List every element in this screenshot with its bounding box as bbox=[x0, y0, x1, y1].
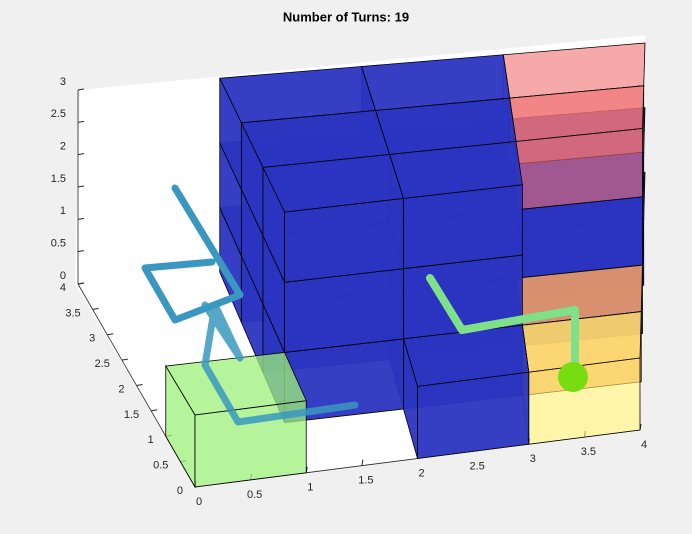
x-tick-label: 0 bbox=[196, 496, 202, 508]
z-tick-label: 2 bbox=[60, 141, 66, 153]
z-tick-label: 3 bbox=[60, 76, 66, 88]
cube-front bbox=[417, 371, 530, 459]
y-tick-label: 1 bbox=[148, 434, 154, 446]
path-green bbox=[426, 274, 579, 382]
z-tick bbox=[77, 120, 85, 123]
x-tick-label: 0.5 bbox=[247, 489, 262, 501]
y-tick bbox=[92, 307, 99, 310]
y-tick-label: 4 bbox=[60, 282, 66, 294]
y-tick bbox=[151, 409, 158, 412]
z-tick-label: 0 bbox=[60, 270, 66, 282]
cube-front bbox=[403, 184, 523, 270]
z-tick bbox=[77, 217, 85, 220]
paths bbox=[141, 184, 588, 426]
z-tick bbox=[77, 282, 85, 285]
x-tick-label: 2 bbox=[418, 467, 424, 479]
path-cyan-lower bbox=[201, 301, 359, 426]
x-tick-label: 1 bbox=[307, 482, 313, 494]
path-cyan bbox=[141, 184, 244, 324]
cube-front bbox=[515, 128, 643, 211]
y-tick-label: 1.5 bbox=[124, 409, 139, 421]
z-tick bbox=[77, 185, 85, 188]
y-tick-label: 0.5 bbox=[153, 460, 168, 472]
x-tick-label: 4 bbox=[641, 439, 647, 451]
cube-front bbox=[194, 400, 307, 488]
y-tick bbox=[107, 333, 114, 336]
y-tick-label: 2.5 bbox=[95, 358, 110, 370]
x-tick-label: 3 bbox=[530, 453, 536, 465]
x-tick bbox=[361, 459, 364, 466]
z-tick bbox=[77, 250, 85, 253]
cube-front bbox=[515, 196, 643, 279]
x-tick-label: 1.5 bbox=[358, 475, 373, 487]
x-tick-label: 2.5 bbox=[469, 460, 484, 472]
cube-front bbox=[284, 268, 404, 353]
z-tick-label: 1 bbox=[60, 205, 66, 217]
y-tick-label: 3 bbox=[89, 333, 95, 345]
chart-title: Number of Turns: 19 bbox=[283, 9, 409, 24]
goal-marker bbox=[558, 362, 588, 392]
y-tick bbox=[136, 384, 143, 386]
z-tick-label: 1.5 bbox=[51, 173, 66, 185]
x-tick-label: 3.5 bbox=[581, 446, 596, 458]
z-tick-label: 2.5 bbox=[51, 108, 66, 120]
z-tick bbox=[77, 153, 85, 156]
y-tick-label: 3.5 bbox=[65, 307, 80, 319]
y-tick-label: 0 bbox=[177, 485, 183, 497]
z-tick-label: 0.5 bbox=[51, 238, 66, 250]
y-tick-label: 2 bbox=[118, 383, 124, 395]
z-tick bbox=[77, 88, 85, 91]
cube-front bbox=[284, 198, 404, 283]
y-tick bbox=[121, 358, 128, 361]
